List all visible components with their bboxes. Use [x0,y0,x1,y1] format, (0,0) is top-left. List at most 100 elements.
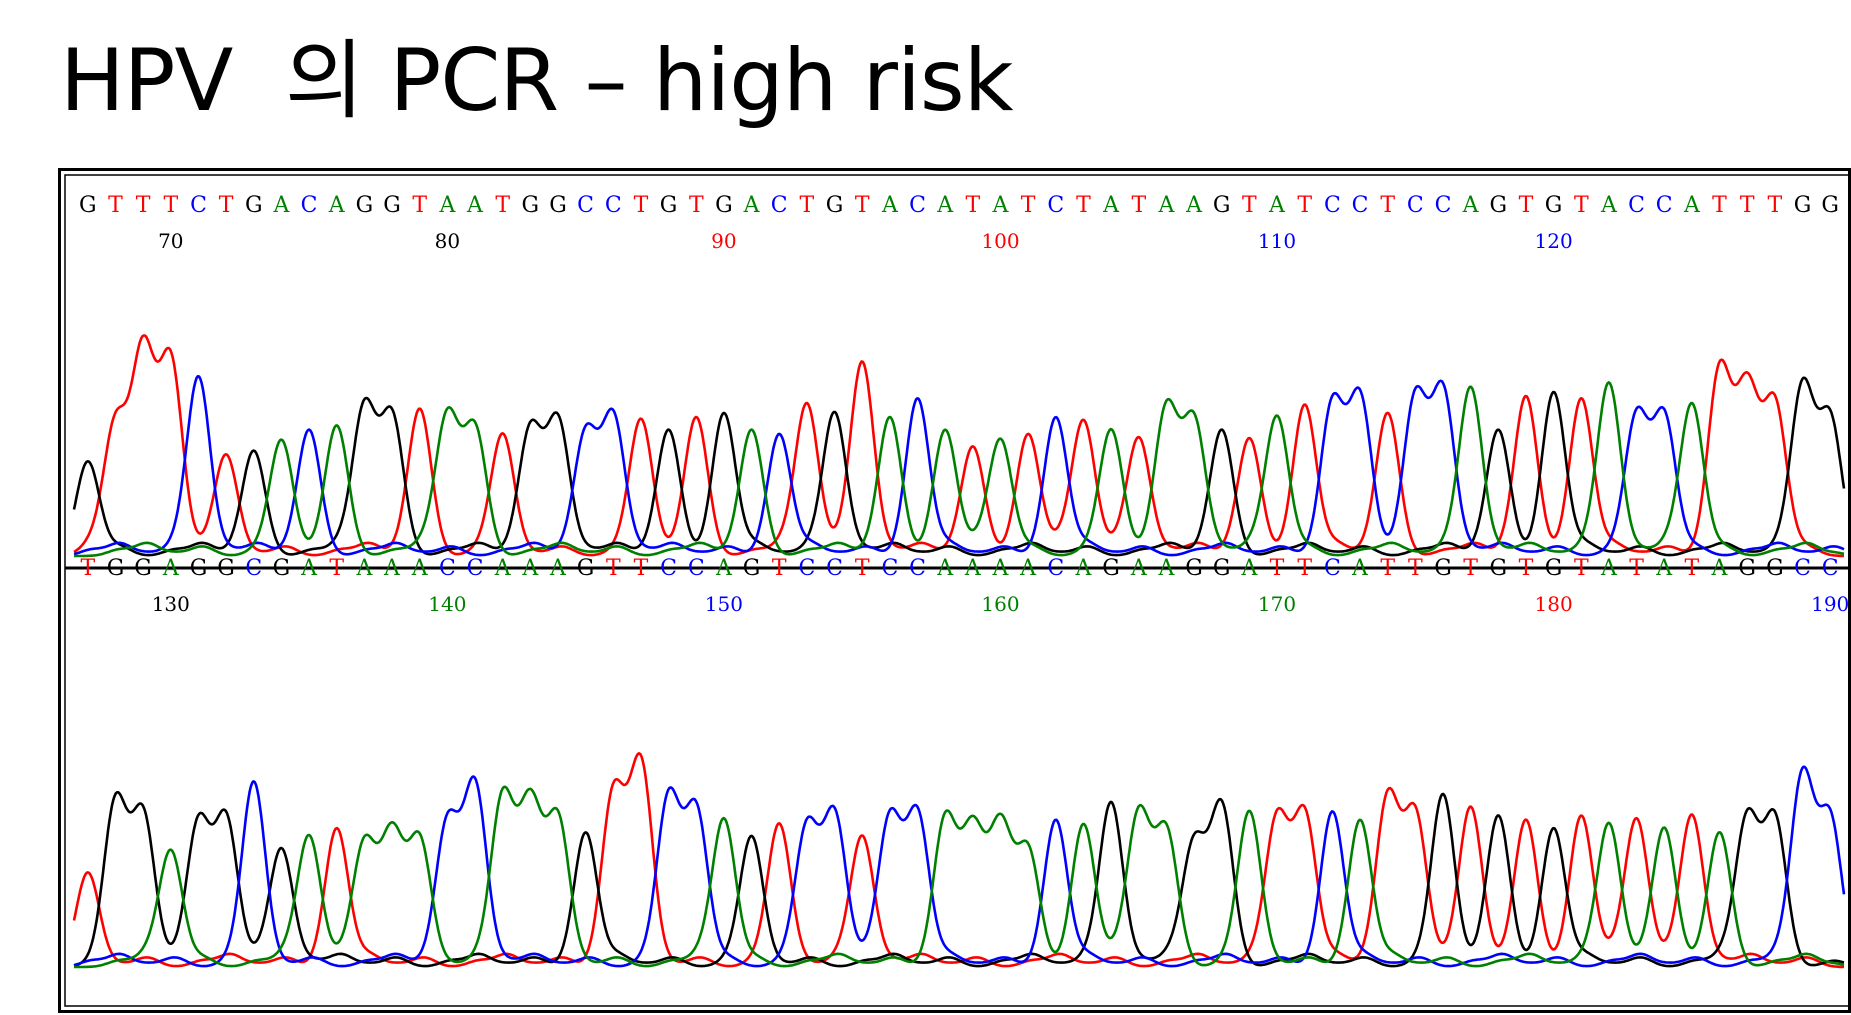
base-call-guanine: G [1766,556,1784,581]
base-call-cytosine: C [1794,556,1811,581]
base-call-guanine: G [522,193,540,218]
base-call-guanine: G [356,193,374,218]
base-call-guanine: G [577,556,595,581]
base-call-thymine: T [1712,193,1727,218]
base-call-guanine: G [1794,193,1812,218]
base-call-guanine: G [245,193,263,218]
base-call-adenine: A [1019,556,1037,581]
position-tick-label: 80 [435,229,460,253]
base-call-cytosine: C [909,193,926,218]
base-call-cytosine: C [1656,193,1673,218]
base-call-adenine: A [1600,193,1618,218]
position-row: 70 80 90 100 110 120 [158,229,1573,253]
base-call-thymine: T [634,556,649,581]
base-call-thymine: T [1574,556,1589,581]
base-call-cytosine: C [1047,193,1064,218]
base-call-cytosine: C [826,556,843,581]
base-call-guanine: G [743,556,761,581]
base-call-thymine: T [1242,193,1257,218]
base-call-thymine: T [1463,556,1478,581]
position-tick-label: 130 [152,592,190,616]
position-tick-label: 70 [158,229,183,253]
base-call-guanine: G [1185,556,1203,581]
base-call-thymine: T [1076,193,1091,218]
base-call-guanine: G [1213,556,1231,581]
base-call-thymine: T [219,193,234,218]
base-call-guanine: G [383,193,401,218]
base-call-adenine: A [494,556,512,581]
base-call-adenine: A [1683,193,1701,218]
base-call-adenine: A [964,556,982,581]
base-call-thymine: T [1380,556,1395,581]
base-call-thymine: T [772,556,787,581]
base-call-adenine: A [466,193,484,218]
base-call-thymine: T [1380,193,1395,218]
base-call-adenine: A [1102,193,1120,218]
position-tick-label: 180 [1535,592,1573,616]
base-call-cytosine: C [1324,556,1341,581]
outer-frame [58,168,1851,1013]
trace-thymine [73,334,1844,558]
base-call-guanine: G [549,193,567,218]
base-call-adenine: A [1655,556,1673,581]
base-call-thymine: T [800,193,815,218]
position-tick-label: 100 [981,229,1019,253]
base-call-adenine: A [1268,193,1286,218]
base-call-cytosine: C [1407,193,1424,218]
base-call-adenine: A [1157,556,1175,581]
base-call-adenine: A [411,556,429,581]
base-call-adenine: A [1240,556,1258,581]
trace-cytosine [73,765,1846,968]
base-call-thymine: T [1574,193,1589,218]
base-call-adenine: A [992,556,1010,581]
base-call-guanine: G [79,193,97,218]
trace-cytosine [73,374,1845,557]
base-call-adenine: A [272,193,290,218]
base-call-cytosine: C [798,556,815,581]
base-call-cytosine: C [771,193,788,218]
trace-thymine [72,752,1844,969]
base-call-cytosine: C [1352,193,1369,218]
base-call-adenine: A [521,556,539,581]
base-call-adenine: A [1075,556,1093,581]
base-call-thymine: T [1768,193,1783,218]
base-call-thymine: T [606,556,621,581]
base-call-thymine: T [855,556,870,581]
inner-frame [64,174,1851,1007]
base-call-cytosine: C [1822,556,1839,581]
base-call-guanine: G [1490,193,1508,218]
base-call-thymine: T [108,193,123,218]
base-call-cytosine: C [577,193,594,218]
base-call-guanine: G [660,193,678,218]
base-call-guanine: G [134,556,152,581]
base-call-thymine: T [689,193,704,218]
base-call-adenine: A [1130,556,1148,581]
position-tick-label: 150 [705,592,743,616]
position-tick-label: 110 [1258,229,1296,253]
base-call-thymine: T [1297,193,1312,218]
base-call-adenine: A [1185,193,1203,218]
position-tick-label: 160 [981,592,1019,616]
base-call-adenine: A [549,556,567,581]
base-call-thymine: T [1519,193,1534,218]
position-tick-label: 140 [428,592,466,616]
base-call-guanine: G [715,193,733,218]
base-call-cytosine: C [1435,193,1452,218]
base-call-adenine: A [300,556,318,581]
base-call-adenine: A [715,556,733,581]
trace-adenine [74,785,1845,969]
base-call-cytosine: C [301,193,318,218]
base-call-guanine: G [217,556,235,581]
base-call-guanine: G [1490,556,1508,581]
base-call-adenine: A [1711,556,1729,581]
base-call-thymine: T [1270,556,1285,581]
base-call-cytosine: C [605,193,622,218]
base-call-thymine: T [163,193,178,218]
base-call-adenine: A [438,193,456,218]
base-call-thymine: T [634,193,649,218]
base-call-guanine: G [1821,193,1839,218]
